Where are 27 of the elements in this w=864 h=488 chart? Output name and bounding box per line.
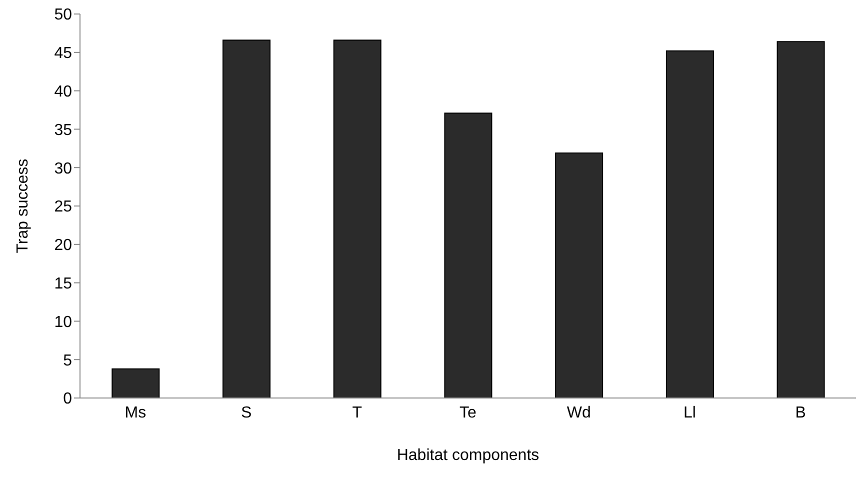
x-tick-label: Wd [566, 404, 591, 422]
y-tick-label: 15 [54, 275, 72, 292]
y-axis-title: Trap success [14, 158, 32, 254]
y-tick-label: 40 [54, 83, 72, 100]
y-tick-label: 35 [54, 122, 72, 139]
y-tick-label: 30 [54, 160, 72, 178]
x-tick-label: Ll [683, 404, 696, 422]
x-tick-label: Ms [124, 404, 146, 422]
y-tick-label: 5 [63, 352, 72, 370]
y-tick-label: 0 [63, 390, 72, 408]
y-tick-label: 25 [54, 198, 72, 216]
bar [555, 152, 604, 398]
bar [666, 50, 714, 398]
bar [776, 41, 825, 398]
x-tick-label: B [795, 404, 806, 422]
x-tick-label: Te [460, 404, 477, 422]
y-tick-label: 45 [54, 45, 72, 62]
y-tick-label: 20 [54, 237, 72, 254]
x-axis-title: Habitat components [396, 447, 540, 464]
y-tick-label: 50 [54, 6, 72, 24]
x-tick-label: T [352, 404, 362, 422]
y-tick-label: 10 [54, 314, 72, 331]
bar [444, 112, 492, 398]
x-tick-label: S [240, 404, 252, 422]
bar [333, 40, 382, 398]
bar [222, 40, 271, 398]
bar [112, 368, 160, 398]
